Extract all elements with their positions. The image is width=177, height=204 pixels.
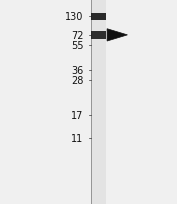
Text: 17: 17	[71, 110, 83, 120]
Bar	[91, 0, 106, 204]
Polygon shape	[107, 30, 127, 42]
Text: 28: 28	[71, 76, 83, 85]
Text: 130: 130	[65, 12, 83, 22]
Bar	[91, 14, 106, 21]
Text: 36: 36	[71, 65, 83, 75]
Text: 11: 11	[71, 134, 83, 144]
Bar	[91, 32, 106, 40]
Text: 55: 55	[71, 41, 83, 51]
Text: 72: 72	[71, 31, 83, 41]
